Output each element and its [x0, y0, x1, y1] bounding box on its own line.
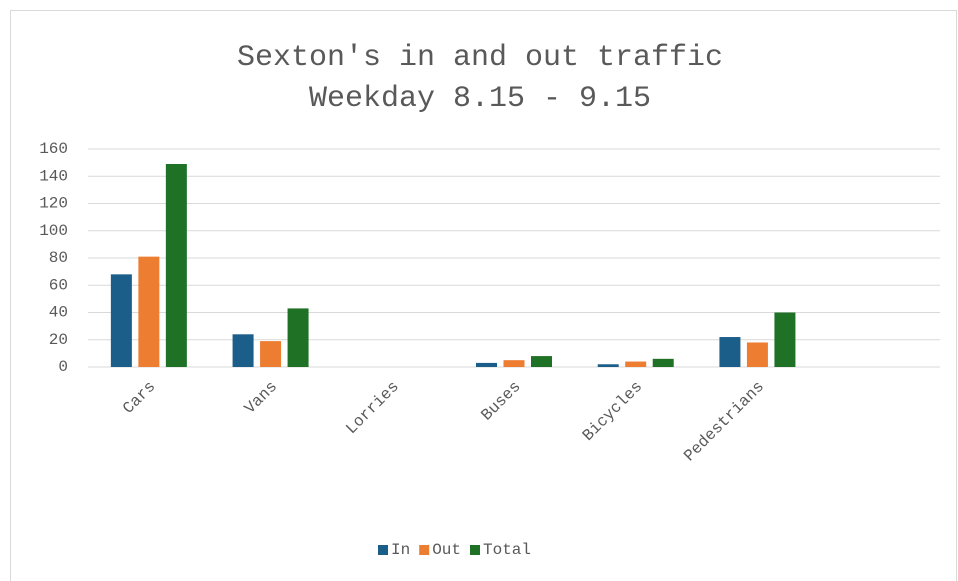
y-tick-label: 100 — [39, 222, 68, 240]
x-tick-label: Buses — [478, 378, 525, 425]
y-tick-label: 120 — [39, 195, 68, 213]
x-tick-label: Cars — [119, 378, 159, 418]
legend-swatch — [419, 545, 430, 555]
legend-label: In — [391, 541, 410, 559]
bar — [774, 312, 796, 367]
y-tick-label: 160 — [39, 140, 68, 158]
bar — [531, 356, 552, 367]
legend-label: Total — [483, 541, 531, 559]
legend-label: Out — [432, 541, 461, 559]
bar — [260, 341, 282, 367]
y-tick-label: 140 — [39, 167, 68, 185]
bar — [232, 334, 254, 367]
bar — [652, 358, 674, 367]
chart-border — [10, 10, 957, 581]
bar — [719, 337, 741, 367]
x-tick-label: Bicycles — [579, 378, 646, 445]
bar — [110, 274, 132, 367]
bar — [625, 361, 647, 367]
bar — [165, 163, 187, 367]
bar — [503, 360, 525, 367]
y-tick-label: 80 — [49, 249, 68, 267]
y-tick-label: 0 — [58, 358, 68, 376]
y-tick-label: 20 — [49, 331, 68, 349]
chart-title: Sexton's in and out traffic — [237, 41, 723, 75]
bar — [287, 308, 309, 367]
bar — [746, 342, 768, 367]
y-tick-label: 60 — [49, 276, 68, 294]
chart-subtitle: Weekday 8.15 - 9.15 — [309, 82, 651, 116]
bar — [597, 364, 619, 367]
y-tick-label: 40 — [49, 304, 68, 322]
x-tick-label: Vans — [241, 378, 281, 418]
bar — [138, 256, 160, 367]
bar — [476, 362, 497, 367]
x-tick-label: Pedestrians — [681, 378, 768, 465]
legend-swatch — [470, 545, 480, 555]
x-tick-label: Lorries — [343, 378, 403, 438]
legend-swatch — [378, 545, 388, 555]
